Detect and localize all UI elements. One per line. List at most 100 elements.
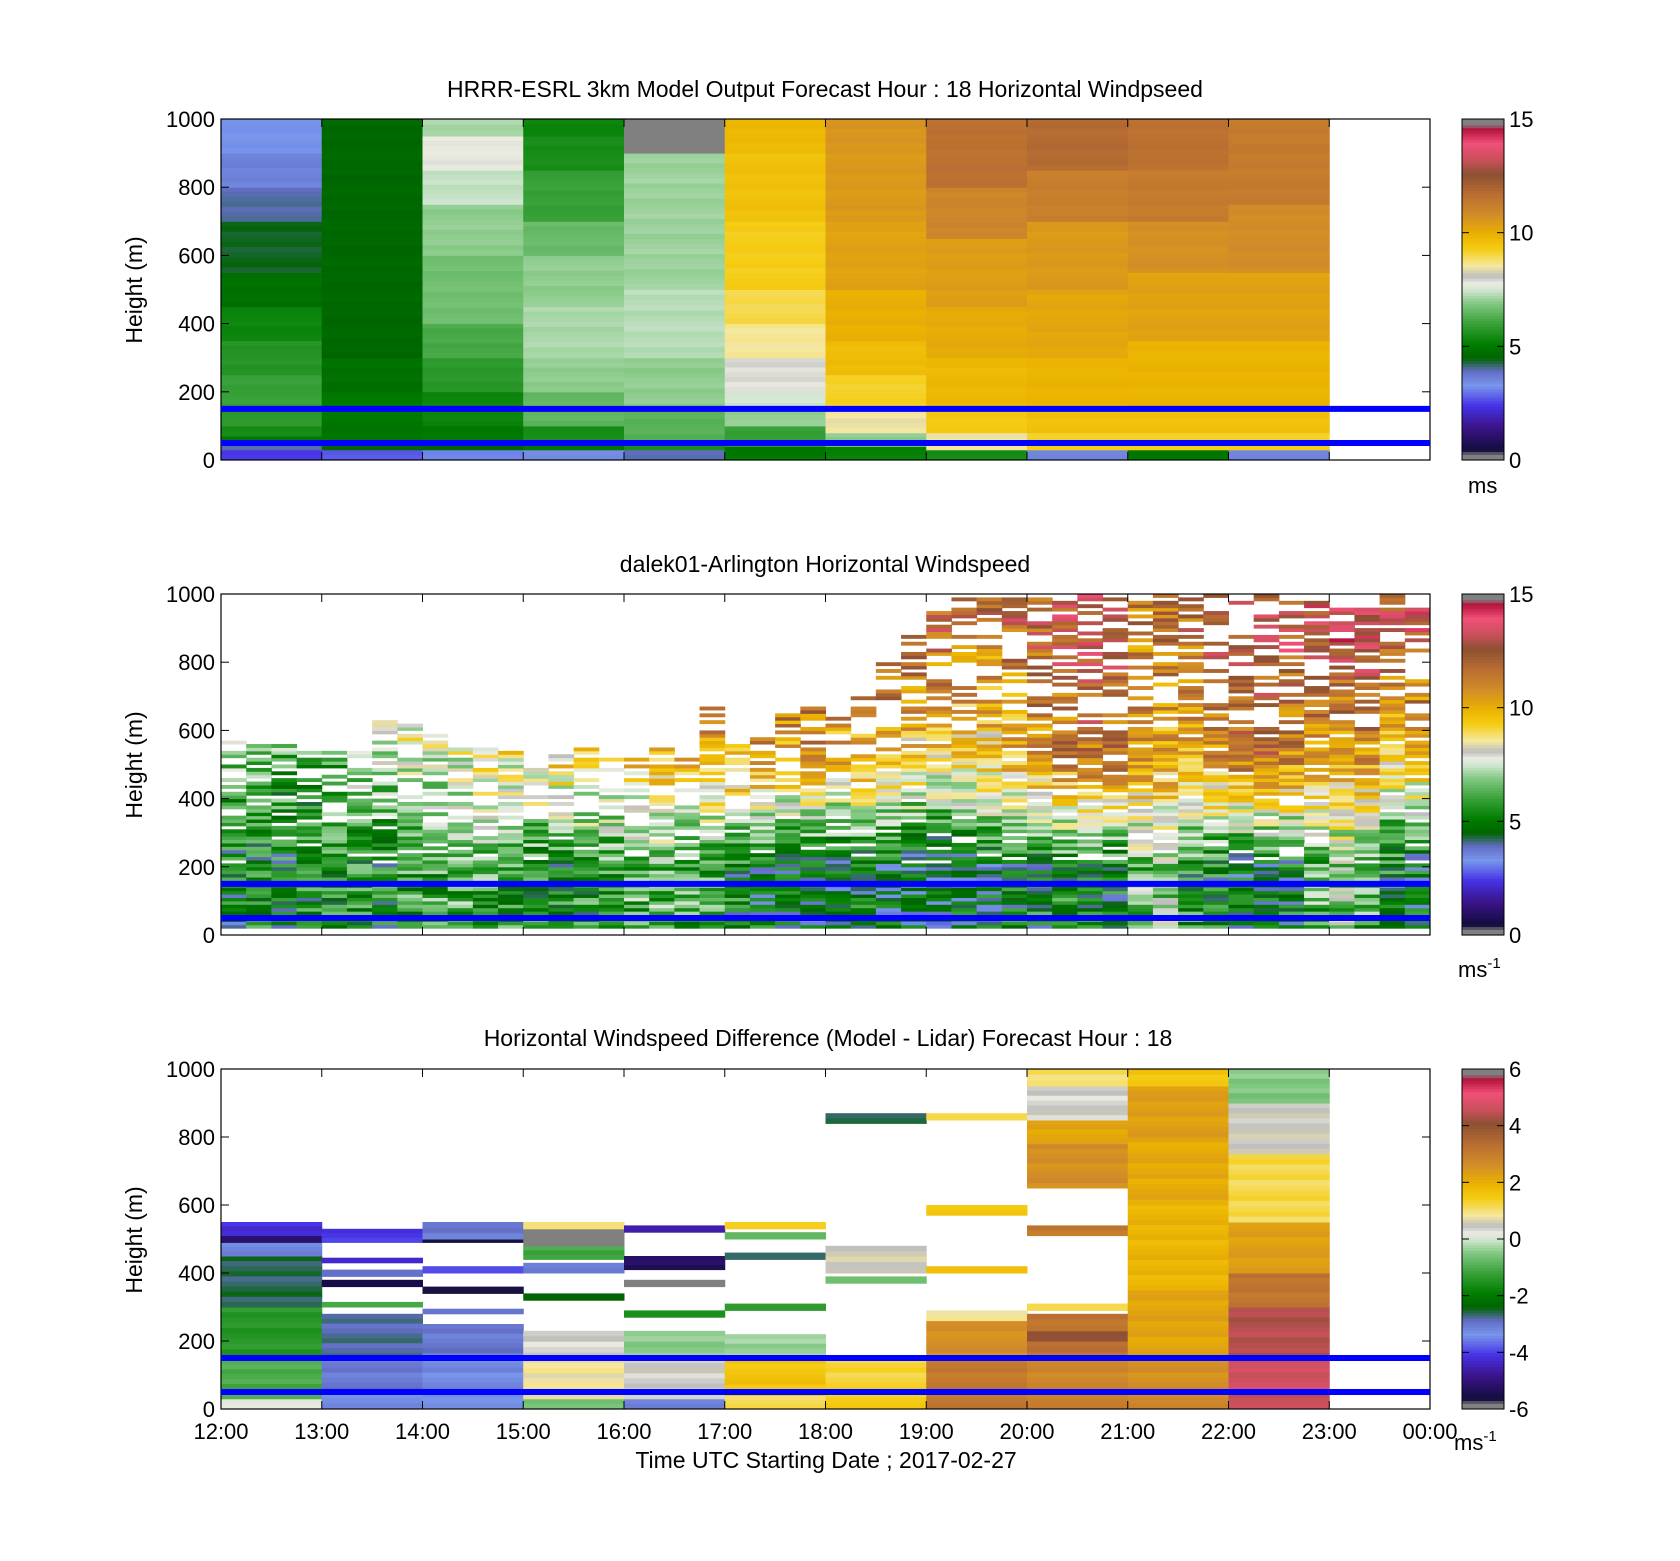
heatmap-cell [1001, 709, 1028, 714]
heatmap-cell [472, 747, 499, 752]
heatmap-cell [422, 260, 524, 267]
heatmap-cell [800, 795, 826, 800]
heatmap-cell [372, 911, 398, 916]
heatmap-cell [447, 802, 474, 806]
heatmap-cell [1278, 614, 1305, 619]
heatmap-cell [1052, 894, 1078, 898]
colorbar-segment [1462, 298, 1504, 302]
colorbar-segment [1462, 719, 1504, 723]
heatmap-cell [1404, 761, 1430, 765]
heatmap-cell [221, 921, 247, 926]
heatmap-cell [422, 911, 449, 916]
heatmap-cell [825, 119, 927, 125]
heatmap-cell [321, 377, 423, 383]
heatmap-cell [498, 757, 524, 762]
heatmap-cell [1228, 726, 1255, 731]
heatmap-cell [523, 1222, 625, 1230]
heatmap-cell [1077, 641, 1104, 646]
heatmap-cell [1102, 921, 1129, 926]
heatmap-cell [1027, 1341, 1129, 1348]
heatmap-cell [1228, 1312, 1330, 1318]
heatmap-cell [1127, 393, 1229, 399]
heatmap-cell [1152, 877, 1179, 881]
heatmap-cell [321, 836, 348, 841]
heatmap-cell [447, 890, 474, 895]
heatmap-cell [346, 900, 373, 905]
heatmap-cell [800, 873, 826, 878]
heatmap-cell [271, 771, 298, 776]
heatmap-cell [1253, 802, 1280, 806]
heatmap-cell [1027, 1178, 1129, 1184]
heatmap-cell [1027, 1367, 1129, 1374]
heatmap-cell [397, 764, 423, 769]
heatmap-cell [1278, 740, 1305, 745]
heatmap-cell [422, 764, 449, 769]
heatmap-cell [825, 258, 927, 264]
heatmap-cell [1228, 1169, 1330, 1176]
colorbar-segment [1462, 238, 1504, 242]
heatmap-cell [724, 1368, 826, 1375]
heatmap-cell [850, 788, 877, 793]
heatmap-cell [321, 900, 348, 905]
heatmap-cell [976, 788, 1003, 793]
heatmap-cell [472, 842, 499, 847]
heatmap-cell [1001, 873, 1028, 878]
heatmap-cell [1228, 1372, 1330, 1378]
heatmap-cell [346, 924, 373, 929]
heatmap-cell [1253, 904, 1280, 909]
heatmap-cell [775, 744, 801, 748]
heatmap-cell [724, 890, 751, 895]
heatmap-cell [1027, 252, 1129, 259]
heatmap-cell [1001, 911, 1028, 916]
heatmap-cell [724, 333, 826, 339]
heatmap-cell [1001, 805, 1028, 810]
heatmap-cell [649, 924, 675, 929]
heatmap-cell [800, 856, 826, 861]
heatmap-cell [825, 389, 927, 395]
heatmap-cell [321, 890, 348, 895]
heatmap-cell [624, 921, 650, 926]
heatmap-cell [926, 259, 1028, 266]
heatmap-cell [825, 911, 852, 916]
colorbar-segment [1462, 306, 1504, 310]
heatmap-cell [1052, 846, 1078, 851]
colorbar-segment [1462, 1270, 1504, 1274]
heatmap-cell [1379, 849, 1406, 854]
heatmap-cell [1127, 733, 1154, 738]
heatmap-cell [1152, 764, 1179, 769]
heatmap-cell [523, 877, 549, 881]
heatmap-cell [1102, 672, 1129, 677]
heatmap-cell [321, 119, 423, 125]
heatmap-cell [1127, 200, 1229, 207]
heatmap-cell [1228, 1252, 1330, 1259]
heatmap-cell [246, 897, 272, 902]
colorbar-segment [1462, 790, 1504, 794]
heatmap-cell [1228, 1164, 1330, 1171]
heatmap-cell [1203, 730, 1229, 735]
heatmap-cell [1203, 870, 1229, 875]
heatmap-cell [1052, 863, 1078, 868]
heatmap-cell [1027, 1105, 1129, 1111]
heatmap-cell [1127, 709, 1154, 714]
heatmap-cell [1052, 733, 1078, 738]
heatmap-cell [1203, 853, 1229, 858]
heatmap-cell [422, 421, 524, 427]
heatmap-cell [1127, 795, 1154, 800]
heatmap-cell [271, 866, 298, 871]
heatmap-cell [1379, 771, 1406, 776]
heatmap-cell [926, 1113, 1028, 1121]
colorbar-segment [1462, 124, 1504, 129]
heatmap-cell [1027, 750, 1053, 755]
heatmap-cell [1278, 672, 1305, 677]
heatmap-cell [674, 897, 701, 902]
heatmap-cell [775, 757, 801, 762]
heatmap-cell [372, 730, 398, 735]
heatmap-cell [1304, 703, 1330, 708]
heatmap-cell [1027, 418, 1129, 424]
heatmap-cell [775, 808, 801, 813]
heatmap-cell [1001, 771, 1028, 776]
heatmap-cell [548, 832, 575, 837]
heatmap-cell [296, 757, 323, 762]
heatmap-cell [1404, 648, 1430, 653]
